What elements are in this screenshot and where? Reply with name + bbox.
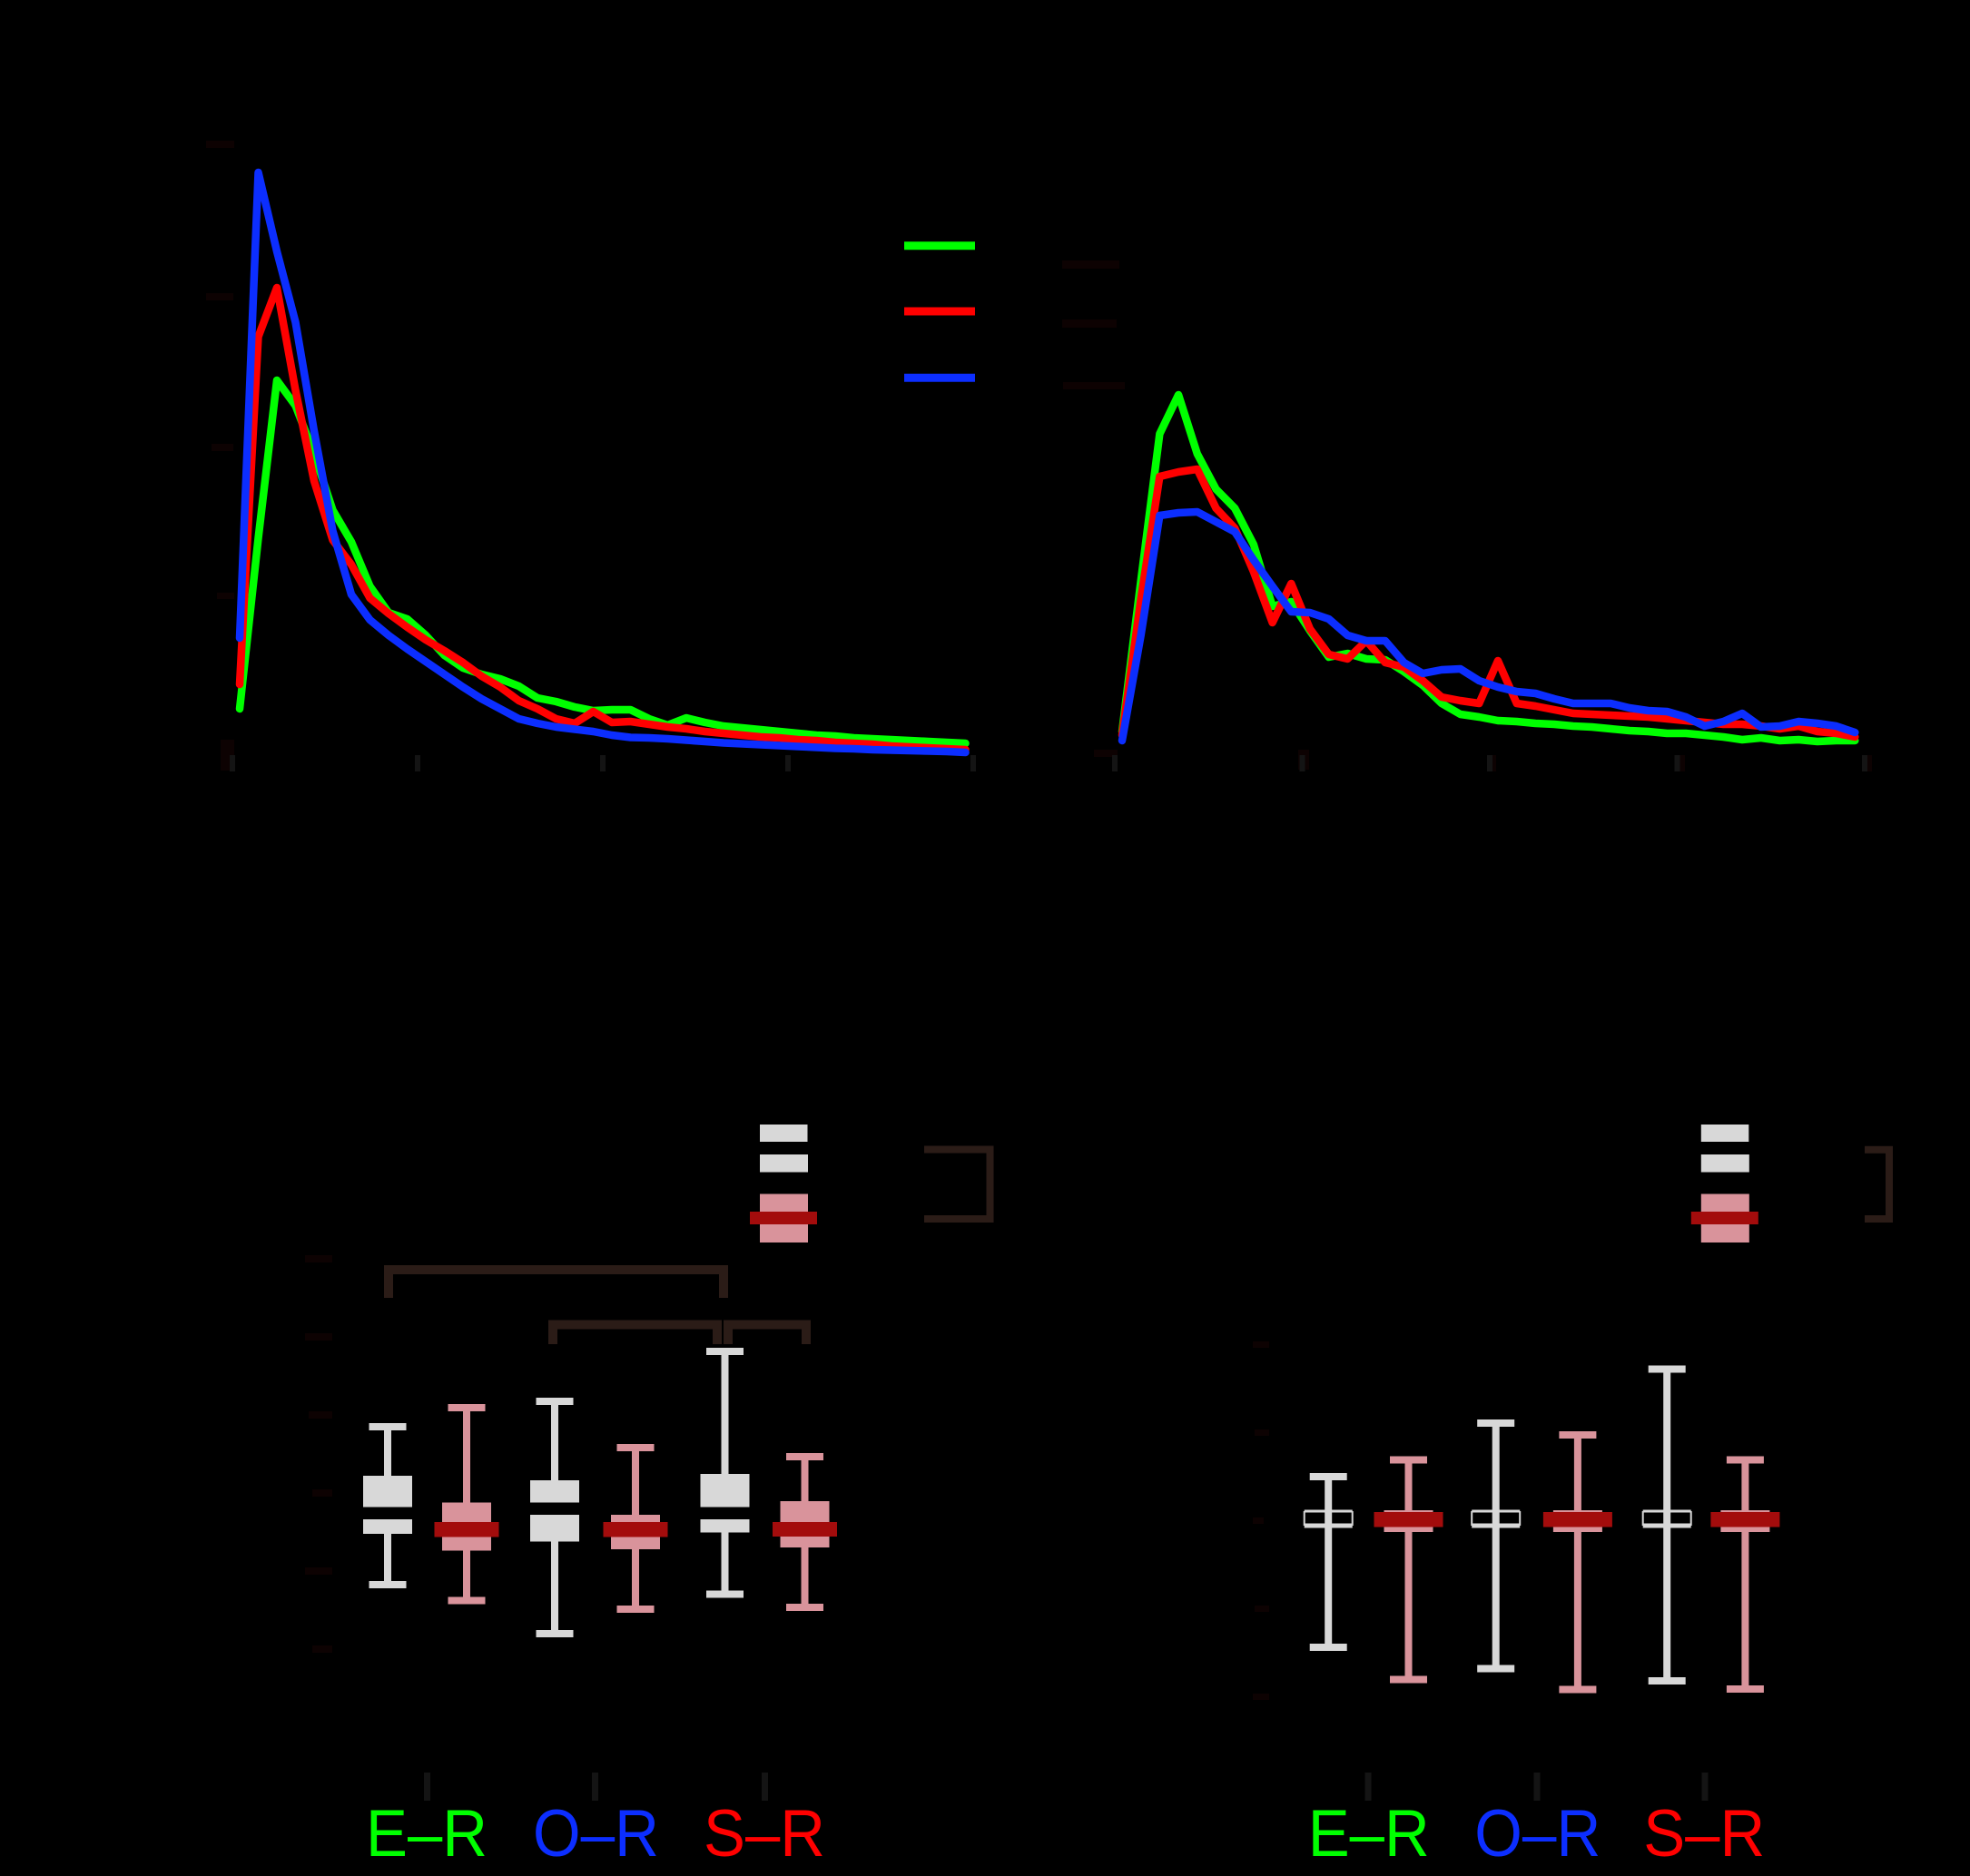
svg-text:E–R: E–R xyxy=(1308,1797,1430,1871)
svg-text:S–R: S–R xyxy=(704,1797,825,1871)
svg-text:O–R: O–R xyxy=(1474,1797,1601,1871)
svg-text:S–R: S–R xyxy=(1643,1797,1765,1871)
svg-text:O–R: O–R xyxy=(533,1797,659,1871)
svg-text:E–R: E–R xyxy=(366,1797,488,1871)
